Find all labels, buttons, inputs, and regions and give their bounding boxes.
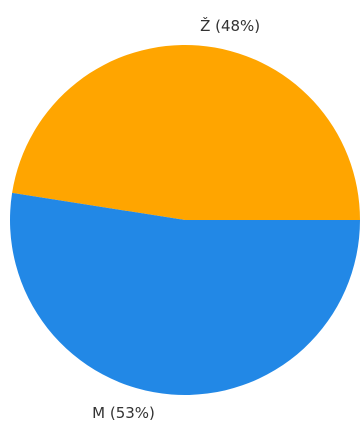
slice-label: M (53%) (92, 404, 155, 422)
slice-label: Ž (48%) (200, 16, 260, 35)
pie-slice (12, 45, 360, 220)
pie-slice (10, 192, 360, 395)
